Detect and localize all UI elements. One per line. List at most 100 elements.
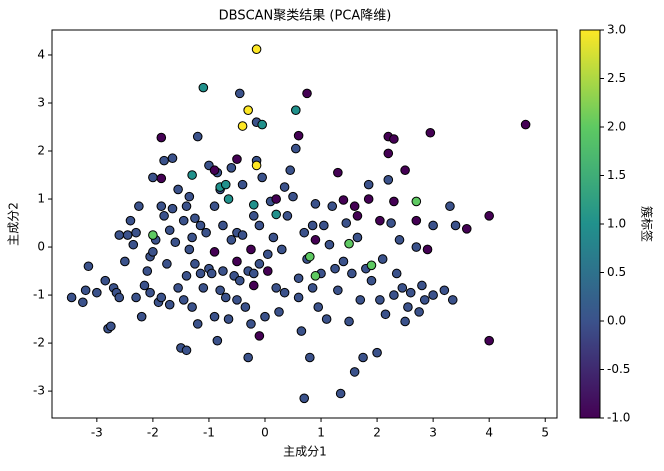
point — [417, 280, 427, 291]
point — [192, 319, 203, 329]
point — [302, 88, 312, 99]
point — [220, 179, 231, 190]
point — [243, 352, 253, 363]
point — [83, 261, 94, 272]
colorbar-tick-label: 2.5 — [607, 71, 626, 85]
point — [461, 224, 472, 234]
point — [248, 199, 259, 210]
point — [128, 239, 139, 250]
point — [520, 119, 531, 130]
point — [156, 292, 167, 303]
point — [380, 309, 391, 320]
point — [305, 251, 315, 262]
point — [335, 388, 346, 399]
point — [257, 119, 267, 130]
point — [131, 227, 141, 238]
point — [237, 179, 248, 190]
point — [391, 268, 402, 279]
point — [347, 268, 357, 279]
point — [167, 153, 178, 164]
point — [260, 311, 270, 322]
point — [243, 105, 253, 115]
point — [352, 211, 363, 221]
point — [232, 295, 242, 305]
point — [377, 254, 388, 264]
point — [223, 314, 234, 324]
point — [271, 209, 281, 220]
point — [307, 220, 318, 231]
point — [215, 285, 225, 296]
point — [122, 230, 133, 240]
point — [439, 285, 450, 296]
point — [268, 232, 279, 243]
point — [338, 256, 349, 267]
point — [66, 292, 77, 303]
y-axis-label: 主成分2 — [7, 202, 21, 246]
point — [164, 299, 175, 310]
chart-title: DBSCAN聚类结果 (PCA降维) — [219, 9, 392, 24]
point — [136, 311, 147, 322]
point — [383, 148, 394, 159]
point — [277, 244, 287, 255]
point — [148, 172, 158, 183]
point — [248, 268, 259, 279]
point — [198, 283, 209, 293]
point — [164, 225, 175, 236]
point — [293, 292, 304, 303]
y-tick-label: -2 — [33, 336, 45, 350]
point — [254, 259, 265, 269]
point — [274, 307, 284, 317]
x-tick-label: -2 — [147, 426, 159, 440]
point — [178, 295, 189, 305]
point — [321, 314, 332, 324]
colorbar-tick-label: 1.5 — [607, 168, 626, 182]
point — [139, 280, 150, 291]
colorbar — [579, 29, 601, 419]
point — [187, 302, 197, 312]
point — [181, 271, 192, 281]
x-tick-label: 2 — [373, 426, 381, 440]
point — [262, 249, 273, 260]
x-tick-label: 3 — [429, 426, 437, 440]
point — [366, 260, 377, 271]
y-tick-label: 0 — [37, 240, 45, 254]
point — [226, 235, 237, 245]
point — [484, 335, 494, 346]
point — [414, 307, 424, 317]
point — [156, 173, 167, 184]
point — [299, 393, 310, 404]
x-tick-label: -3 — [91, 426, 103, 440]
point — [279, 182, 290, 192]
point — [181, 345, 192, 356]
point — [142, 266, 153, 276]
point — [291, 105, 301, 115]
point — [170, 237, 181, 248]
point — [201, 227, 211, 238]
point — [279, 287, 290, 298]
x-axis-label: 主成分1 — [283, 445, 327, 459]
y-tick-label: -1 — [33, 288, 45, 302]
point — [324, 239, 335, 250]
point — [330, 263, 340, 274]
point — [310, 235, 321, 245]
point — [355, 295, 366, 305]
point — [167, 203, 178, 214]
point — [223, 194, 234, 204]
point — [92, 287, 102, 298]
point — [419, 295, 430, 305]
point — [178, 215, 189, 226]
point — [251, 44, 262, 55]
colorbar-tick-label: 1.0 — [607, 217, 626, 231]
point — [271, 283, 281, 293]
point — [181, 201, 192, 212]
y-tick-label: 1 — [37, 192, 45, 206]
point — [148, 230, 158, 240]
point — [190, 213, 200, 224]
point — [254, 331, 265, 341]
point — [338, 195, 349, 205]
point — [352, 232, 363, 243]
colorbar-tick-label: -0.5 — [607, 362, 630, 376]
point — [319, 220, 329, 231]
point — [484, 211, 494, 221]
